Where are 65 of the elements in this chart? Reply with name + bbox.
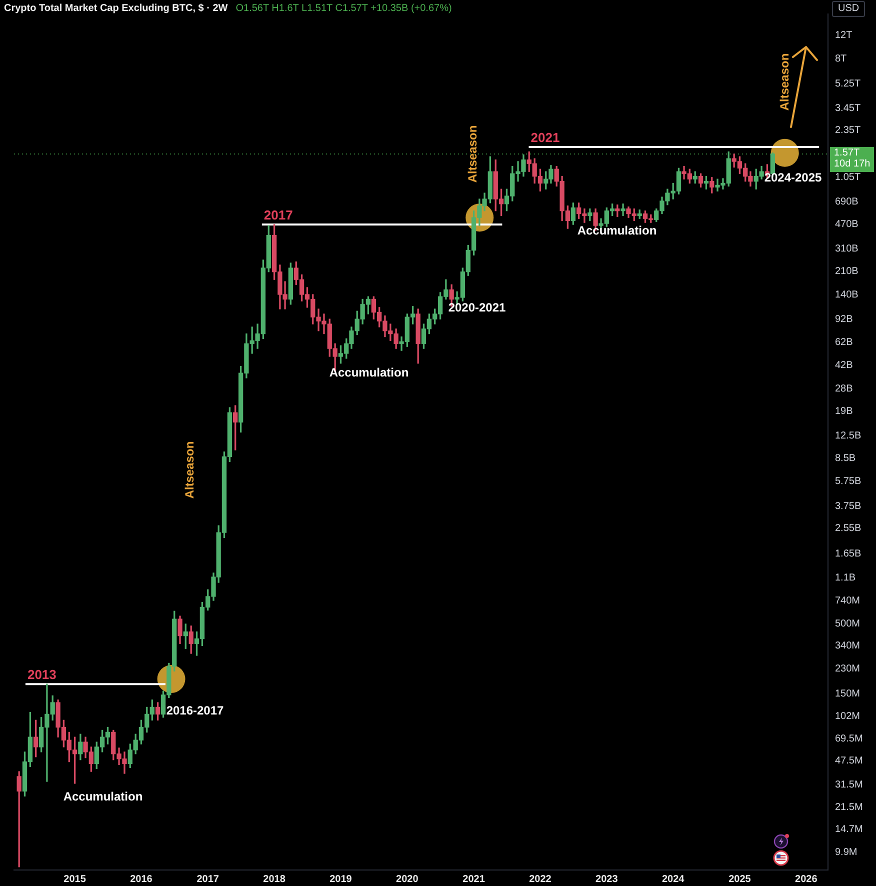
- annotation: 2024-2025: [764, 170, 822, 184]
- y-tick-label: 740M: [835, 595, 860, 606]
- y-tick-label: 230M: [835, 664, 860, 675]
- y-tick-label: 42B: [835, 360, 854, 371]
- y-tick-label: 690B: [835, 196, 859, 208]
- y-tick-label: 1.05T: [835, 172, 861, 184]
- y-tick-label: 31.5M: [835, 779, 863, 790]
- x-tick-label: 2016: [130, 874, 153, 885]
- y-tick-label: 5.25T: [835, 78, 861, 90]
- x-tick-label: 2023: [596, 874, 618, 885]
- y-tick-label: 12T: [835, 30, 852, 42]
- annotation: Accumulation: [577, 223, 657, 238]
- y-tick-label: 310B: [835, 243, 859, 254]
- y-tick-label: 340M: [835, 640, 860, 652]
- y-tick-label: 92B: [835, 314, 854, 326]
- y-tick-label: 8T: [835, 54, 847, 65]
- x-tick-label: 2026: [795, 874, 818, 885]
- x-tick-label: 2018: [263, 874, 286, 885]
- chart-title: Crypto Total Market Cap Excluding BTC, $ · 2W: [4, 2, 228, 15]
- y-tick-label: 1.65B: [835, 548, 862, 560]
- y-tick-label: 2.55B: [835, 523, 862, 534]
- x-tick-label: 2024: [662, 874, 685, 885]
- series-label: 2013: [27, 667, 56, 682]
- y-tick-label: 47.5M: [835, 756, 863, 767]
- x-tick-label: 2021: [462, 874, 486, 885]
- y-tick-label: 21.5M: [835, 802, 863, 813]
- y-tick-label: 28B: [835, 384, 854, 395]
- x-tick-label: 2019: [330, 874, 352, 885]
- annotation: Altseason: [182, 441, 196, 499]
- y-tick-label: 140B: [835, 290, 859, 301]
- text: 10d 17h: [834, 158, 870, 170]
- y-tick-label: 1.1B: [835, 572, 856, 584]
- y-tick-label: 62B: [835, 337, 854, 348]
- y-tick-label: 5.75B: [835, 476, 862, 487]
- chart-subtitle: O1.56T H1.6T L1.51T C1.57T +10.35B (+0.67%): [236, 2, 452, 15]
- x-tick-label: 2025: [728, 874, 752, 885]
- series-label: 2021: [530, 130, 560, 145]
- ref-line-label: 1.57T: [834, 148, 860, 159]
- y-tick-label: 14.7M: [835, 824, 863, 835]
- annotation: Altseason: [465, 125, 480, 183]
- annotation: Accumulation: [329, 365, 409, 380]
- x-tick-label: 2017: [196, 874, 220, 885]
- y-tick-label: 2.35T: [835, 125, 861, 136]
- annotation: 2016-2017: [166, 703, 224, 718]
- series-label: 2017: [264, 208, 293, 223]
- annotation: Accumulation: [63, 789, 143, 804]
- candlestick: [620, 204, 626, 216]
- y-tick-label: 69.5M: [835, 733, 863, 744]
- y-tick-label: 8.5B: [835, 453, 856, 464]
- y-tick-label: 470B: [835, 219, 859, 230]
- y-tick-label: 500M: [835, 618, 860, 630]
- x-tick-label: 2022: [529, 874, 552, 885]
- y-tick-label: 210B: [835, 266, 859, 278]
- annotation: Altseason: [777, 53, 792, 111]
- y-tick-label: 9.9M: [835, 846, 858, 858]
- y-tick-label: 102M: [835, 710, 860, 722]
- y-axis-title: USD: [832, 1, 866, 17]
- annotation: 2020-2021: [448, 300, 506, 314]
- y-tick-label: 3.45T: [835, 102, 861, 114]
- y-tick-label: 150M: [835, 688, 860, 700]
- y-tick-label: 19B: [835, 406, 854, 418]
- y-tick-label: 3.75B: [835, 500, 862, 512]
- x-tick-label: 2020: [396, 874, 419, 885]
- x-tick-label: 2015: [64, 874, 86, 885]
- y-tick-label: 12.5B: [835, 430, 862, 442]
